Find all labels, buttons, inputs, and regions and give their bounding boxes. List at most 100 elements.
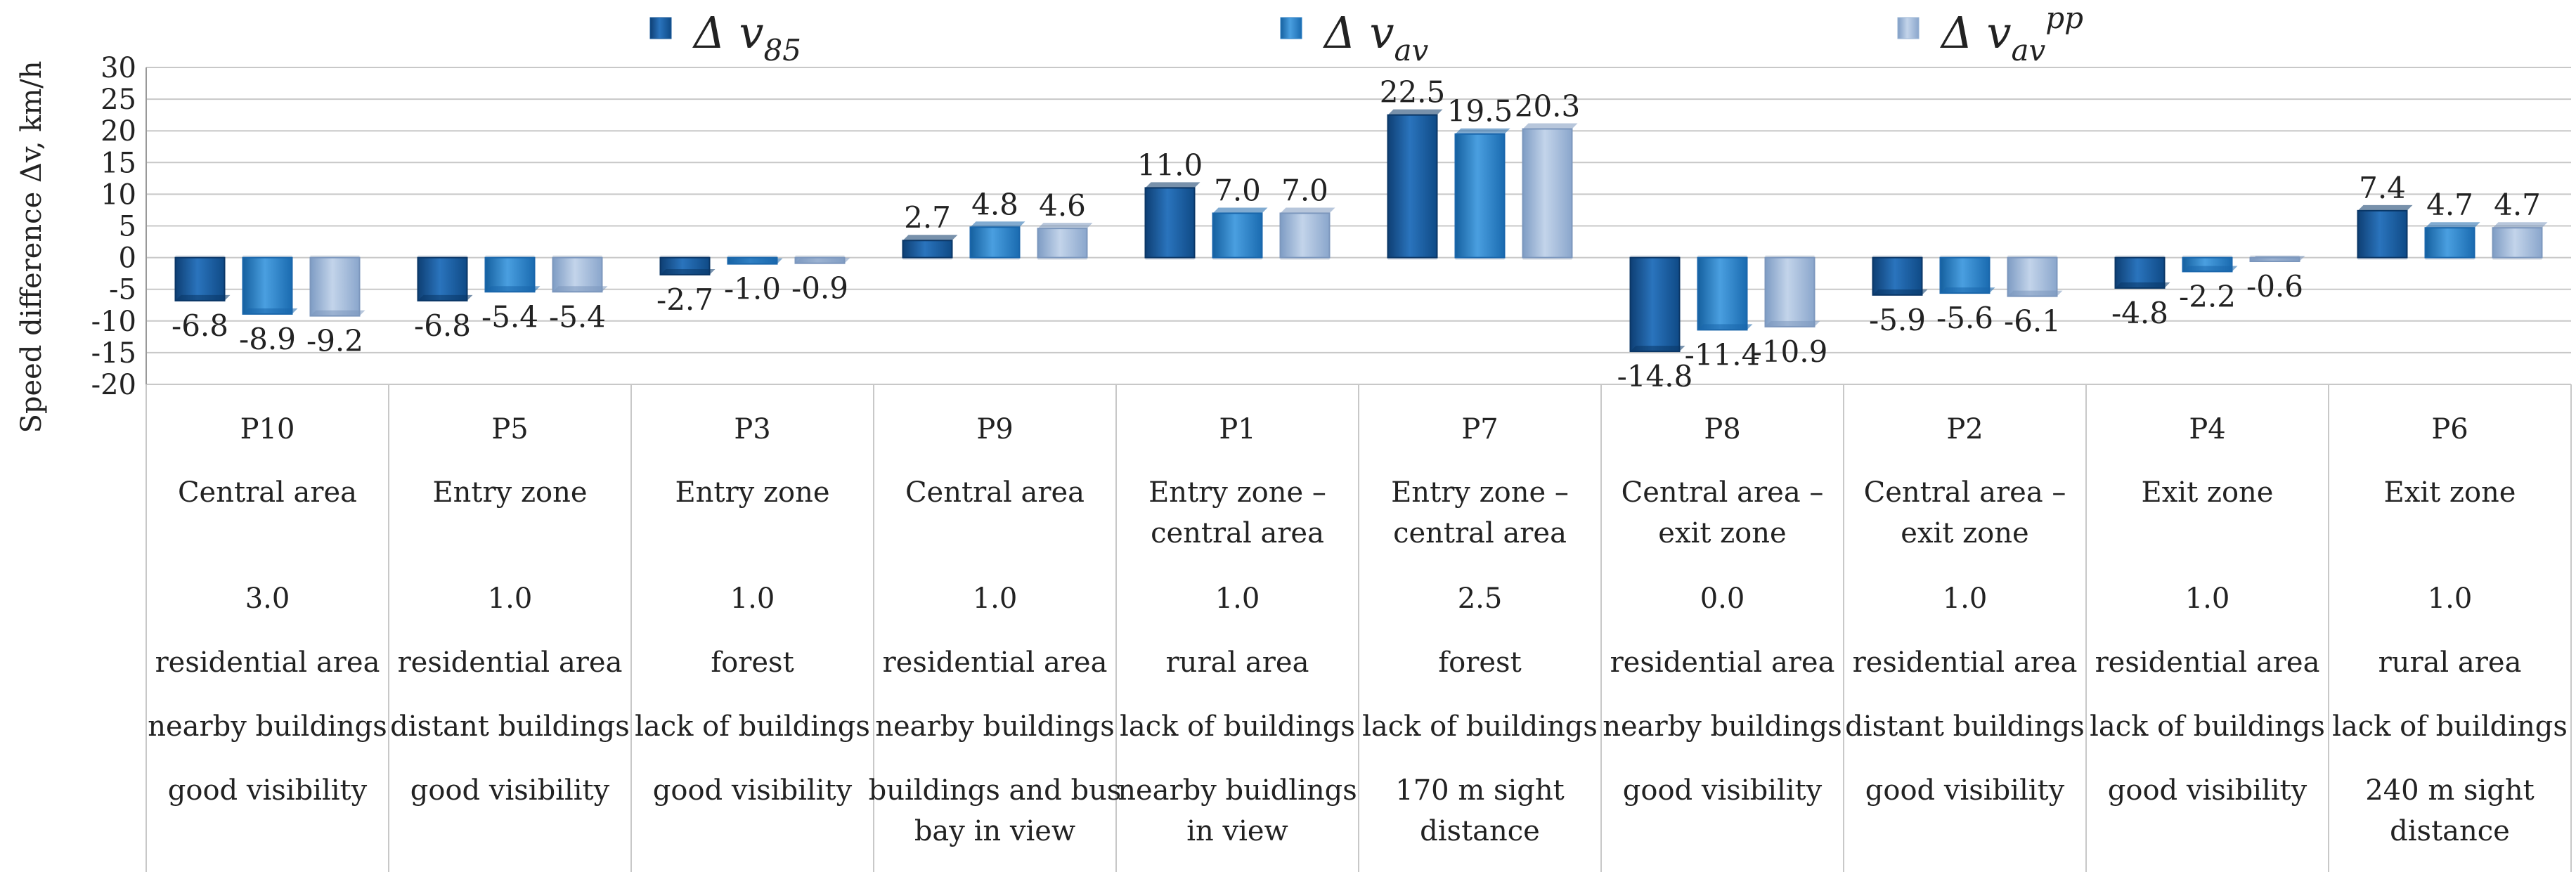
data-label: 4.7 [2426, 188, 2473, 222]
category-buildings: nearby buildings [875, 710, 1115, 743]
bar [174, 256, 226, 301]
category-visibility: nearby buidlings [1118, 774, 1357, 807]
category-id: P3 [734, 413, 770, 445]
legend: Δ v85 Δ vav Δ vavpp [649, 1, 2083, 67]
category-buildings: distant buildings [1845, 710, 2085, 743]
bar-cap [310, 310, 365, 316]
data-label: -0.9 [791, 271, 848, 306]
bar-cap [902, 235, 958, 241]
bar [1697, 256, 1748, 331]
category-value: 2.5 [1458, 583, 1503, 615]
category-value: 0.0 [1700, 583, 1745, 615]
category-visibility: 170 m sight [1395, 774, 1564, 807]
category-visibility: good visibility [653, 774, 853, 807]
data-label: -6.8 [414, 308, 471, 343]
data-label: 7.0 [1281, 173, 1328, 207]
data-label: -8.9 [239, 322, 296, 356]
data-label: 11.0 [1137, 148, 1203, 182]
bar [1037, 228, 1088, 259]
category-area: residential area [1853, 646, 2078, 679]
category-value: 1.0 [2428, 583, 2473, 615]
data-label: 19.5 [1447, 94, 1513, 129]
category-area: residential area [2095, 646, 2320, 679]
data-label: 2.7 [904, 200, 951, 235]
y-tick-label: 5 [119, 211, 136, 243]
legend-swatch [1280, 17, 1302, 39]
bar [242, 256, 293, 315]
category-column: P2 Central area – exit zone 1.0 residential … [1845, 413, 2085, 807]
bar [1279, 212, 1331, 259]
category-value: 3.0 [245, 583, 290, 615]
legend-item: Δ vav [1280, 7, 1429, 67]
category-column: P4 Exit zone 1.0 residential area lack of bu… [2090, 413, 2325, 807]
category-visibility: good visibility [2108, 774, 2308, 807]
category-buildings: lack of buildings [2332, 710, 2568, 743]
data-label: -11.4 [1685, 337, 1761, 372]
bar-cap [1630, 346, 1685, 352]
category-visibility: distance [2390, 815, 2510, 847]
bar-cap [2115, 282, 2170, 288]
bar-cap [175, 294, 231, 301]
bar-cap [1940, 287, 1995, 294]
category-buildings: nearby buildings [1603, 710, 1842, 743]
data-labels: -6.8 -8.9 -9.2 -6.8 -5.4 -5.4 -2.7 -1.0 -0.9 2.7 4… [171, 75, 2541, 393]
category-value: 1.0 [1943, 583, 1988, 615]
category-visibility: 240 m sight [2365, 774, 2534, 807]
data-label: -4.8 [2111, 296, 2168, 330]
legend-label: Δ vav [1323, 7, 1429, 67]
category-area: rural area [1166, 646, 1309, 679]
bar-cap [2182, 266, 2238, 272]
bar [2007, 256, 2058, 297]
category-zone: Entry zone – [1148, 476, 1326, 509]
data-label: -10.9 [1752, 334, 1828, 369]
data-label: -0.6 [2246, 269, 2303, 304]
bar-cap [1522, 123, 1578, 129]
category-value: 1.0 [730, 583, 775, 615]
category-zone: Central area – [1622, 476, 1824, 509]
category-id: P1 [1219, 413, 1255, 445]
data-label: -6.1 [2004, 304, 2061, 339]
data-label: 20.3 [1515, 89, 1581, 123]
category-zone: Central area [905, 476, 1085, 509]
category-zone: Central area – [1864, 476, 2066, 509]
category-zone: Exit zone [2142, 476, 2274, 509]
bar-cap [1455, 128, 1510, 134]
bar-cap [1387, 109, 1443, 115]
category-id: P9 [976, 413, 1013, 445]
category-id: P4 [2189, 413, 2225, 445]
bar [309, 256, 361, 317]
category-value: 1.0 [973, 583, 1018, 615]
y-tick-label: -10 [91, 306, 136, 338]
category-table: P10 Central area 3.0 residential area nearby… [145, 384, 2572, 872]
data-label: 4.7 [2494, 188, 2541, 222]
category-id: P10 [240, 413, 295, 445]
bar-cap [1765, 320, 1820, 327]
category-visibility: good visibility [1865, 774, 2065, 807]
data-label: -6.8 [171, 308, 228, 343]
bar [552, 256, 603, 293]
grid [146, 67, 2571, 385]
category-buildings: nearby buildings [148, 710, 387, 743]
bar-cap [485, 286, 541, 292]
category-buildings: lack of buildings [2090, 710, 2325, 743]
category-area: residential area [883, 646, 1108, 679]
legend-item: Δ v85 [649, 7, 801, 67]
bar-cap [727, 258, 783, 264]
category-visibility: in view [1186, 815, 1288, 847]
category-column: P9 Central area 1.0 residential area nearby … [869, 413, 1122, 847]
data-label: -5.9 [1869, 303, 1926, 337]
category-column: P8 Central area – exit zone 0.0 residential … [1603, 413, 1842, 807]
data-label: -1.0 [724, 272, 781, 306]
data-label: -5.4 [481, 299, 538, 334]
category-zone: Entry zone – [1391, 476, 1569, 509]
category-buildings: lack of buildings [1362, 710, 1598, 743]
bar-cap [418, 294, 473, 301]
bar-cap [552, 286, 608, 292]
category-zone: Entry zone [675, 476, 829, 509]
bar-cap [1872, 289, 1928, 295]
y-tick-label: 20 [101, 115, 136, 148]
bar-cap [242, 308, 298, 314]
category-column: P5 Entry zone 1.0 residential area distant b… [390, 413, 630, 807]
